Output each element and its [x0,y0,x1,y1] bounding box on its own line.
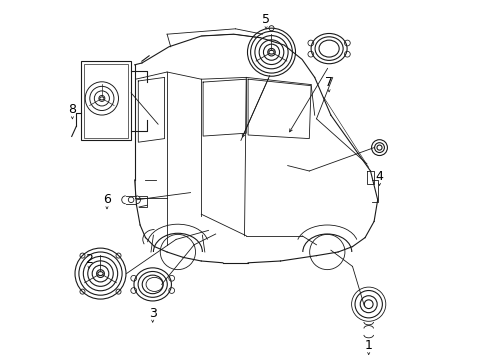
Text: 7: 7 [325,76,332,89]
Text: 5: 5 [262,13,269,26]
Bar [83,64,128,138]
Text: 6: 6 [103,193,111,206]
Text: 3: 3 [148,307,156,320]
Text: 2: 2 [85,253,93,266]
Text: 4: 4 [375,170,383,183]
Bar [81,61,131,140]
Text: 1: 1 [364,339,372,352]
Text: 8: 8 [68,103,76,116]
